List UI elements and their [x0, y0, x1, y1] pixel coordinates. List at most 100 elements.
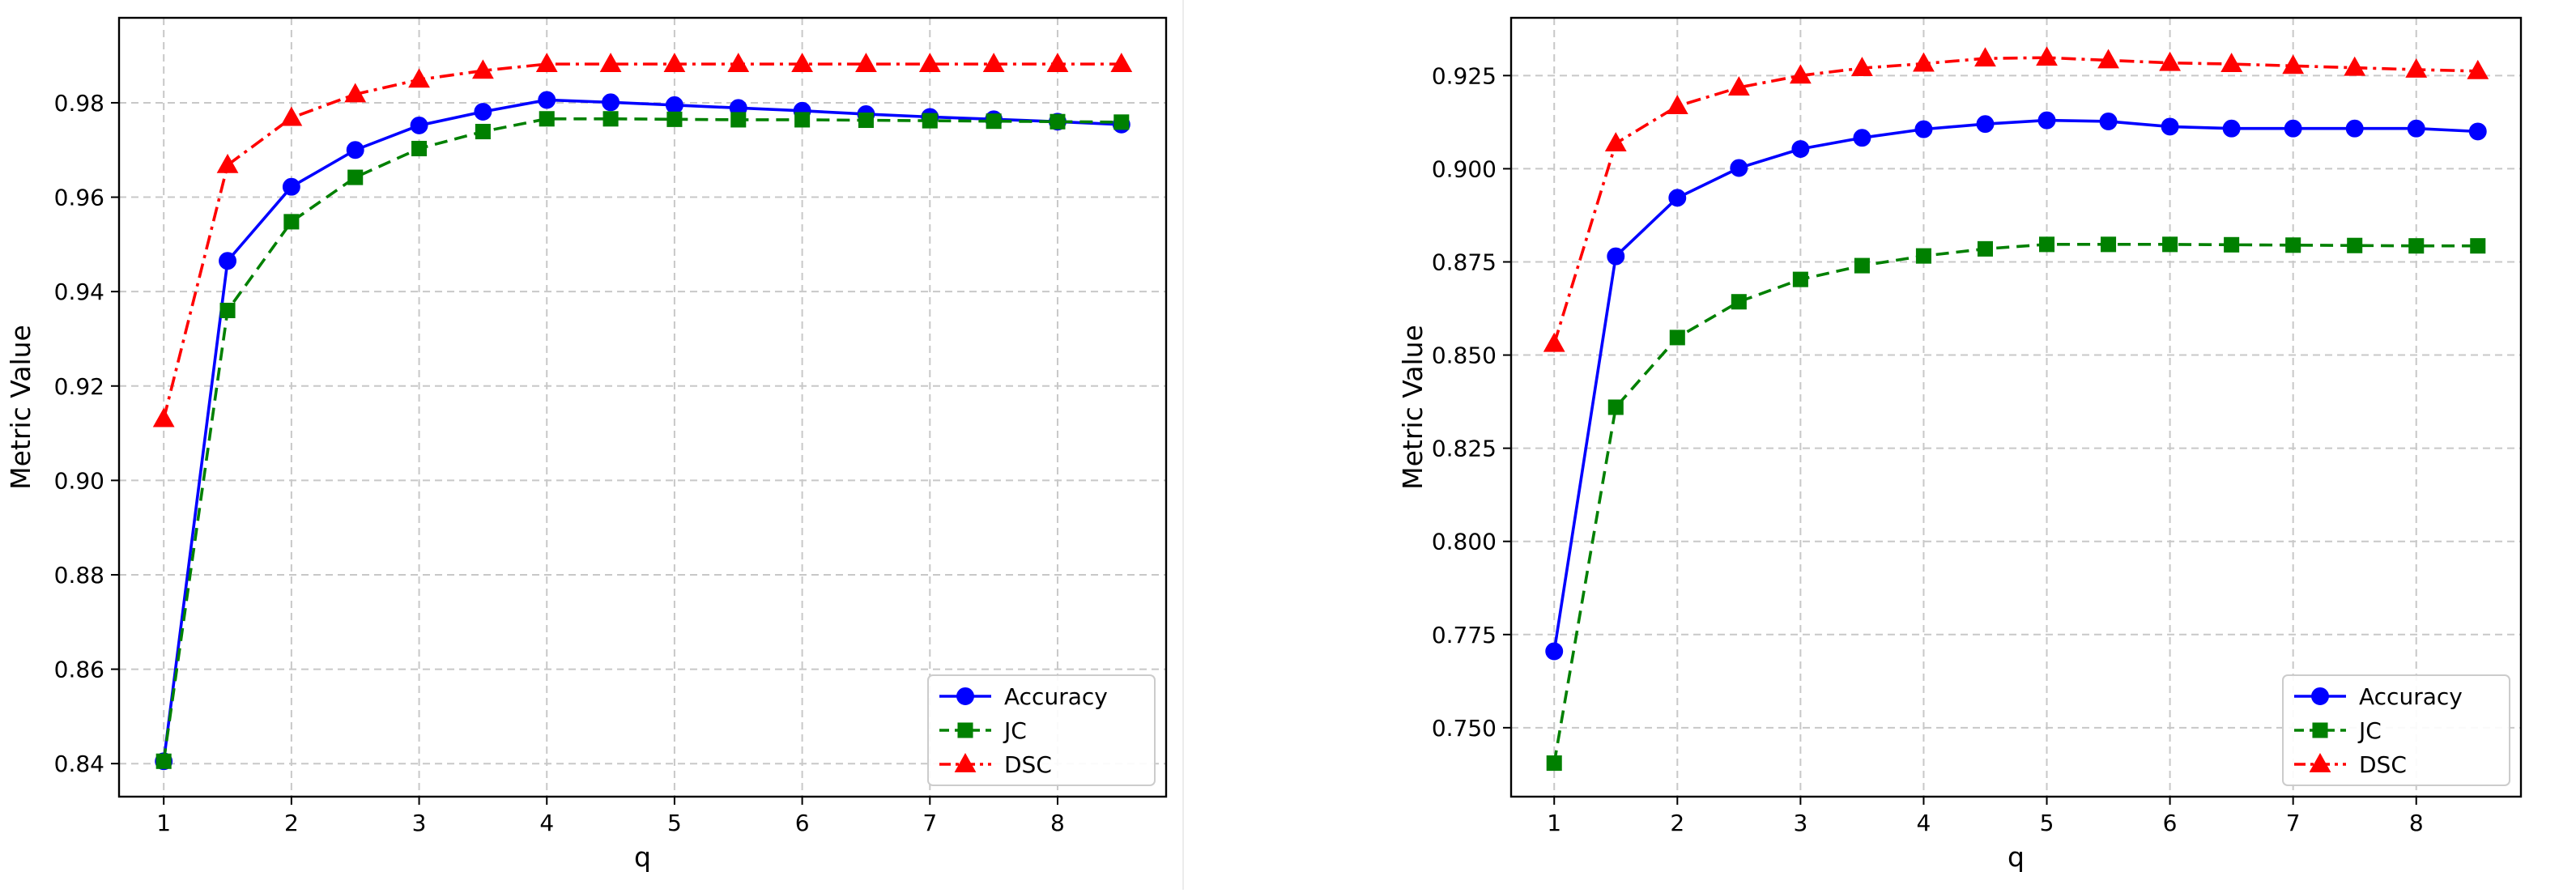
legend-label: DSC	[2359, 751, 2407, 778]
data-point	[1913, 52, 1935, 72]
y-tick-label: 0.900	[1432, 155, 1497, 182]
x-tick-label: 2	[284, 810, 299, 836]
series-dsc	[1543, 46, 2489, 352]
plot-frame	[1509, 16, 2523, 798]
data-point	[1046, 53, 1069, 73]
data-point	[535, 53, 558, 73]
y-axis-label: Metric Value	[1397, 325, 1429, 490]
data-point	[2101, 236, 2117, 253]
y-tick-label: 0.825	[1432, 436, 1497, 462]
x-tick-label: 8	[1050, 810, 1065, 836]
series-dsc	[152, 53, 1133, 427]
grid	[119, 18, 1166, 797]
y-tick-label: 0.775	[1432, 622, 1497, 648]
data-point	[663, 53, 686, 73]
data-point	[411, 140, 428, 157]
y-tick-label: 0.98	[54, 90, 104, 117]
data-point	[1977, 240, 1994, 257]
x-tick-label: 8	[2409, 810, 2424, 836]
data-point	[1050, 113, 1066, 130]
x-tick-label: 3	[1793, 810, 1807, 836]
data-point	[1914, 120, 1933, 138]
x-tick-label: 2	[1670, 810, 1684, 836]
legend-label: Accuracy	[1004, 683, 1108, 710]
series-accuracy	[155, 91, 1130, 771]
x-tick-label: 1	[156, 810, 171, 836]
series-line	[162, 98, 1122, 762]
legend-marker	[954, 753, 977, 772]
series-line	[1552, 118, 2478, 652]
data-point	[1727, 76, 1750, 96]
data-point	[1976, 115, 1995, 134]
y-tick-label: 0.750	[1432, 715, 1497, 742]
x-axis-label: q	[2008, 841, 2025, 873]
data-point	[282, 177, 300, 196]
series-line	[1552, 243, 2478, 763]
plot-frame	[117, 16, 1168, 798]
x-tick-label: 6	[2163, 810, 2178, 836]
chart-panel-2: 1 2 3 4 5 6 7 8 0.750 0.775 0.800 0.825 0.850 0.875 0.…	[1397, 16, 2523, 873]
data-point	[2468, 122, 2487, 141]
data-point	[1607, 247, 1625, 266]
data-point	[1791, 140, 1810, 158]
x-axis-label: q	[634, 841, 651, 873]
data-point	[2162, 236, 2178, 253]
data-point	[791, 53, 813, 73]
x-tick-label: 6	[795, 810, 810, 836]
data-point	[1854, 257, 1870, 274]
data-point	[599, 53, 622, 73]
data-point	[2037, 111, 2056, 130]
data-point	[855, 53, 877, 73]
data-point	[2405, 57, 2428, 78]
y-tick-label: 0.875	[1432, 249, 1497, 275]
data-point	[280, 106, 303, 126]
y-tick-label: 0.925	[1432, 62, 1497, 89]
panel-divider	[1182, 0, 1184, 890]
x-tick-label: 5	[667, 810, 682, 836]
data-point	[2224, 236, 2240, 253]
data-point	[2038, 236, 2055, 253]
data-point	[1546, 755, 1562, 772]
data-point	[918, 53, 941, 73]
data-point	[475, 123, 491, 140]
data-point	[2408, 238, 2425, 254]
data-point	[2220, 53, 2243, 72]
data-point	[216, 153, 239, 173]
x-tick-label: 4	[1917, 810, 1931, 836]
y-tick-label: 0.96	[54, 185, 104, 211]
data-point	[539, 111, 555, 127]
data-point	[283, 214, 300, 230]
data-point	[982, 53, 1005, 73]
data-point	[538, 91, 556, 109]
legend-marker	[2311, 687, 2329, 705]
data-point	[1789, 64, 1812, 84]
legend-label: DSC	[1004, 751, 1052, 778]
series-accuracy	[1545, 111, 2487, 661]
y-tick-label: 0.850	[1432, 342, 1497, 369]
data-point	[152, 407, 175, 427]
x-tick-label: 7	[922, 810, 937, 836]
legend-marker	[2312, 722, 2328, 738]
x-tick-label: 7	[2286, 810, 2301, 836]
data-point	[155, 753, 172, 769]
legend-box	[927, 674, 1156, 786]
data-point	[1851, 57, 1873, 77]
data-point	[1974, 47, 1996, 67]
y-tick-label: 0.92	[54, 373, 104, 400]
data-point	[472, 59, 494, 79]
data-point	[344, 83, 367, 103]
data-point	[2345, 119, 2364, 138]
legend-box	[2282, 674, 2510, 786]
data-point	[219, 302, 236, 319]
y-tick-label: 0.800	[1432, 529, 1497, 555]
data-point	[474, 103, 492, 121]
data-point	[2467, 59, 2489, 79]
legend-marker	[2309, 753, 2331, 772]
x-tick-label: 4	[539, 810, 554, 836]
data-point	[2036, 46, 2058, 66]
legend: Accuracy JC DSC	[2282, 674, 2510, 786]
data-point	[2470, 238, 2486, 254]
data-point	[727, 53, 750, 73]
data-point	[2285, 237, 2301, 253]
